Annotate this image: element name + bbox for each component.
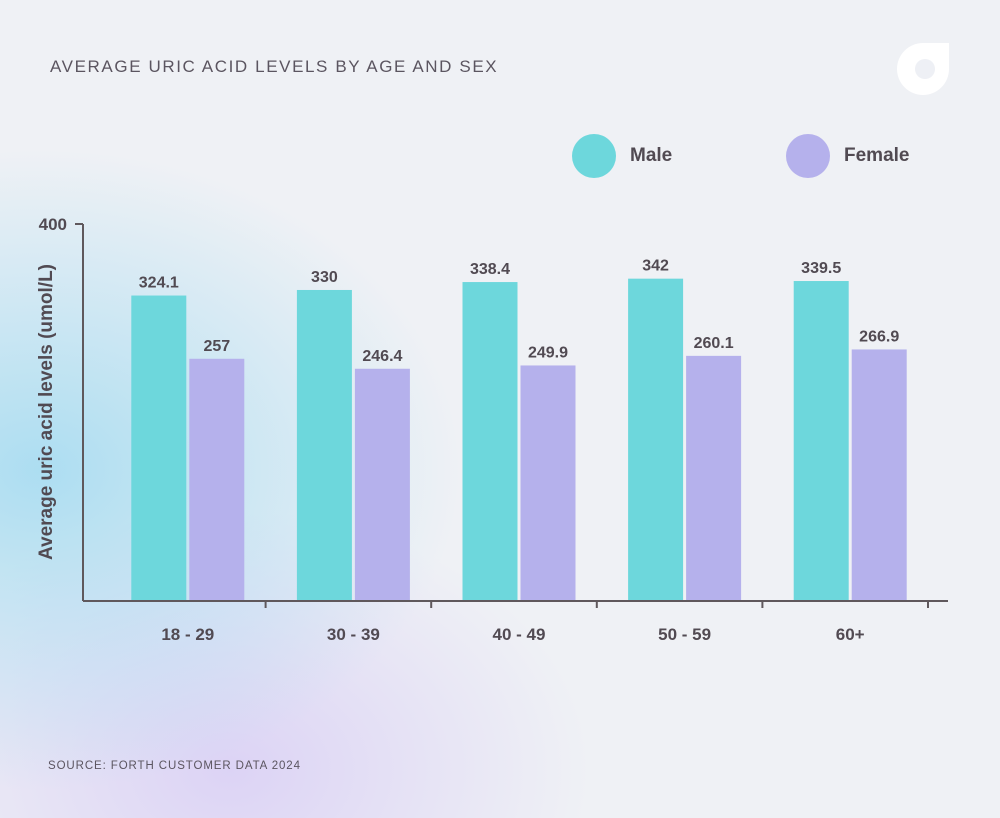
data-label-male-3: 342 — [642, 258, 669, 275]
legend-item-female: Female — [786, 133, 909, 179]
chart-title: AVERAGE URIC ACID LEVELS BY AGE AND SEX — [50, 57, 499, 76]
x-tick-label: 50 - 59 — [658, 625, 711, 644]
legend-swatch-female — [786, 134, 830, 178]
data-label-male-1: 330 — [311, 269, 338, 286]
source-note: SOURCE: FORTH CUSTOMER DATA 2024 — [48, 760, 301, 772]
legend-label-female: Female — [844, 145, 910, 166]
bar-female-4 — [851, 349, 907, 600]
bar-female-1 — [354, 368, 410, 600]
bar-male-4 — [793, 281, 849, 600]
bar-female-2 — [520, 365, 576, 600]
data-label-female-0: 257 — [203, 338, 230, 355]
bar-female-0 — [189, 358, 245, 600]
x-tick-label: 60+ — [836, 625, 865, 644]
data-label-female-2: 249.9 — [528, 344, 568, 361]
data-label-female-1: 246.4 — [362, 348, 402, 365]
legend-item-male: Male — [572, 133, 672, 179]
x-tick-label: 30 - 39 — [327, 625, 380, 644]
bar-male-2 — [462, 282, 518, 600]
data-label-male-2: 338.4 — [470, 261, 510, 278]
legend-swatch-male — [572, 134, 616, 178]
data-label-female-4: 266.9 — [859, 328, 899, 345]
bar-male-3 — [628, 278, 684, 600]
data-label-male-4: 339.5 — [801, 260, 841, 277]
bar-male-1 — [296, 289, 352, 600]
x-tick-label: 18 - 29 — [161, 625, 214, 644]
data-label-female-3: 260.1 — [694, 335, 734, 352]
y-tick-label: 400 — [39, 215, 67, 234]
legend-label-male: Male — [630, 145, 673, 166]
bar-female-3 — [686, 355, 742, 600]
bar-male-0 — [131, 295, 187, 600]
forth-logo-icon — [897, 43, 949, 95]
data-label-male-0: 324.1 — [139, 275, 179, 292]
x-tick-label: 40 - 49 — [493, 625, 546, 644]
